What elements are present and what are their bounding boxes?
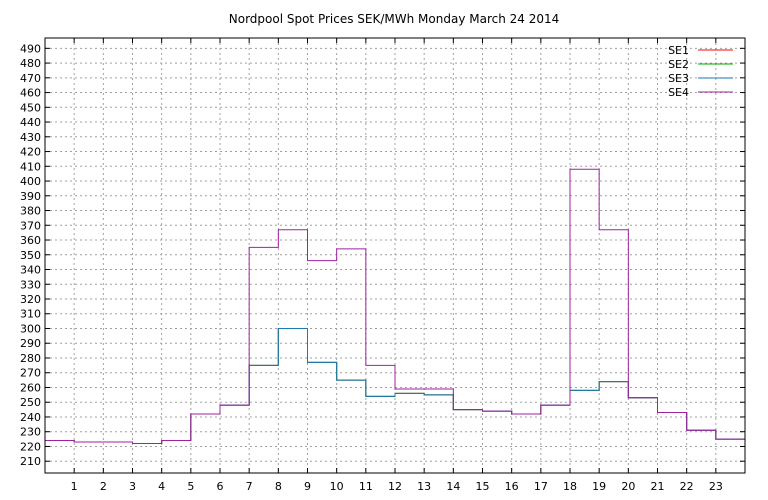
x-tick-label: 12	[388, 480, 402, 493]
x-tick-label: 20	[621, 480, 635, 493]
y-tick-label: 300	[20, 322, 41, 335]
plot-border	[44, 37, 746, 474]
y-tick-label: 210	[20, 455, 41, 468]
y-tick-label: 350	[20, 249, 41, 262]
y-tick-label: 310	[20, 308, 41, 321]
series-se4-line	[45, 168, 745, 445]
chart-title: Nordpool Spot Prices SEK/MWh Monday Marc…	[229, 12, 560, 26]
grid-lines	[45, 38, 745, 473]
x-tick-label: 22	[680, 480, 694, 493]
y-tick-label: 240	[20, 411, 41, 424]
y-tick-label: 330	[20, 278, 41, 291]
y-tick-label: 380	[20, 205, 41, 218]
series-lines	[45, 168, 745, 445]
y-tick-label: 220	[20, 440, 41, 453]
legend-label-se2: SE2	[668, 58, 689, 71]
y-tick-label: 390	[20, 190, 41, 203]
y-tick-label: 400	[20, 175, 41, 188]
y-tick-label: 260	[20, 381, 41, 394]
x-tick-label: 7	[246, 480, 253, 493]
legend-label-se3: SE3	[668, 72, 689, 85]
x-tick-label: 16	[505, 480, 519, 493]
y-tick-label: 320	[20, 293, 41, 306]
x-tick-label: 5	[187, 480, 194, 493]
y-tick-label: 370	[20, 219, 41, 232]
x-tick-label: 6	[217, 480, 224, 493]
y-tick-label: 490	[20, 42, 41, 55]
x-tick-label: 19	[592, 480, 606, 493]
x-tick-label: 10	[330, 480, 344, 493]
y-tick-label: 460	[20, 87, 41, 100]
y-tick-label: 250	[20, 396, 41, 409]
x-axis-ticks: 1 2 3 4 5 6 7 8 9 10 11 12 13 14 15 16 17 18 19 20 21 22 23	[71, 38, 723, 493]
y-tick-label: 290	[20, 337, 41, 350]
x-tick-label: 3	[129, 480, 136, 493]
x-tick-label: 8	[275, 480, 282, 493]
y-tick-label: 230	[20, 426, 41, 439]
x-tick-label: 2	[100, 480, 107, 493]
legend-label-se4: SE4	[668, 86, 689, 99]
x-tick-label: 23	[709, 480, 723, 493]
x-tick-label: 4	[158, 480, 165, 493]
x-tick-label: 21	[651, 480, 665, 493]
y-tick-label: 410	[20, 160, 41, 173]
x-tick-label: 1	[71, 480, 78, 493]
x-tick-label: 14	[446, 480, 460, 493]
x-tick-label: 9	[304, 480, 311, 493]
y-tick-label: 440	[20, 116, 41, 129]
y-tick-label: 280	[20, 352, 41, 365]
legend-label-se1: SE1	[668, 44, 689, 57]
y-tick-label: 430	[20, 131, 41, 144]
y-tick-label: 340	[20, 264, 41, 277]
x-tick-label: 15	[476, 480, 490, 493]
y-tick-label: 420	[20, 146, 41, 159]
y-tick-label: 270	[20, 367, 41, 380]
y-tick-label: 360	[20, 234, 41, 247]
y-tick-label: 480	[20, 57, 41, 70]
y-tick-label: 450	[20, 101, 41, 114]
x-tick-label: 11	[359, 480, 373, 493]
y-axis-ticks: 2102202302402502602702802903003103203303…	[20, 42, 745, 468]
x-tick-label: 18	[563, 480, 577, 493]
x-tick-label: 17	[534, 480, 548, 493]
y-tick-label: 470	[20, 72, 41, 85]
x-tick-label: 13	[417, 480, 431, 493]
